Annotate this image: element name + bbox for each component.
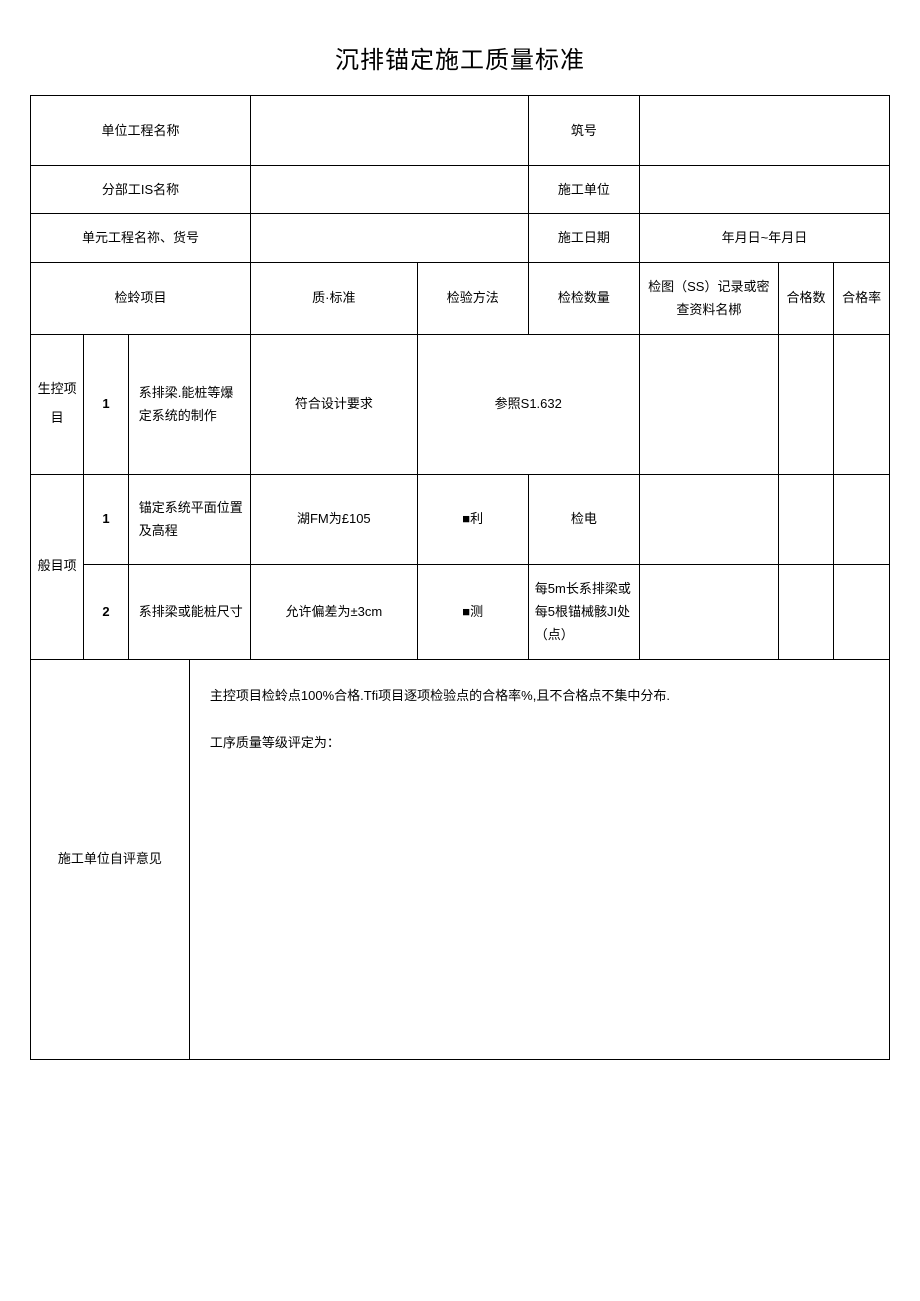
- construction-unit-value: [639, 166, 889, 214]
- s1-record: [639, 334, 778, 474]
- s2r1-num: 1: [84, 474, 128, 564]
- opinion-blank: [189, 780, 889, 1060]
- col-inspect-item: 检蛉项目: [31, 262, 251, 334]
- s1-pass-count: [778, 334, 834, 474]
- doc-title: 沉排锚定施工质量标准: [30, 40, 890, 75]
- col-pass-rate: 合格率: [834, 262, 890, 334]
- construction-date-value: 年月日~年月日: [639, 214, 889, 262]
- s2r2-record: [639, 564, 778, 659]
- s2r1-record: [639, 474, 778, 564]
- unit-project-label: 单位工程名称: [31, 96, 251, 166]
- s2r2-pass-count: [778, 564, 834, 659]
- opinion-label: 施工单位自评意见: [31, 659, 190, 1060]
- col-record: 检图（SS）记录或密查资料名梆: [639, 262, 778, 334]
- s2r2-standard: 允许偏差为±3cm: [250, 564, 417, 659]
- col-qty: 检检数量: [528, 262, 639, 334]
- construction-unit-label: 施工单位: [528, 166, 639, 214]
- construction-date-label: 施工日期: [528, 214, 639, 262]
- opinion-text: 主控项目检蛉点100%合格.Tfi项目逐项检验点的合格率%,且不合格点不集中分布…: [189, 659, 889, 780]
- col-standard: 质·标准: [250, 262, 417, 334]
- building-no-value: [639, 96, 889, 166]
- s2r2-pass-rate: [834, 564, 890, 659]
- opinion-line1: 主控项目检蛉点100%合格.Tfi项目逐项检验点的合格率%,且不合格点不集中分布…: [210, 680, 869, 713]
- section-general: 般目项: [31, 474, 84, 659]
- s1-item: 系排梁.能桩等爆定系统的制作: [128, 334, 250, 474]
- s1-standard: 符合设计要求: [250, 334, 417, 474]
- s1-num: 1: [84, 334, 128, 474]
- s2r1-pass-rate: [834, 474, 890, 564]
- s2r2-method: ■测: [417, 564, 528, 659]
- s2r2-standard-text: 允许偏差为±3cm: [285, 604, 382, 619]
- unit-name-label: 单元工程名祢、货号: [31, 214, 251, 262]
- s2r1-item: 锚定系统平面位置及高程: [128, 474, 250, 564]
- s2r1-method: ■利: [417, 474, 528, 564]
- quality-standard-table: 单位工程名称 筑号 分部工IS名称 施工单位 单元工程名祢、货号 施工日期 年月…: [30, 95, 890, 1060]
- s2r1-qty: 检电: [528, 474, 639, 564]
- s2r1-standard: 湖FM为£105: [250, 474, 417, 564]
- subdiv-label: 分部工IS名称: [31, 166, 251, 214]
- unit-project-value: [250, 96, 528, 166]
- subdiv-value: [250, 166, 528, 214]
- col-method: 检验方法: [417, 262, 528, 334]
- s2r1-pass-count: [778, 474, 834, 564]
- s2r2-num: 2: [84, 564, 128, 659]
- s2r2-item: 系排梁或能桩尺寸: [128, 564, 250, 659]
- s1-pass-rate: [834, 334, 890, 474]
- s2r2-qty: 每5m长系排梁或每5根锚械骸JI处（点）: [528, 564, 639, 659]
- col-pass-count: 合格数: [778, 262, 834, 334]
- opinion-line2: 工序质量等级评定为：: [210, 727, 869, 760]
- s1-method: 参照S1.632: [417, 334, 639, 474]
- building-no-label: 筑号: [528, 96, 639, 166]
- section-main-control: 生控项目: [31, 334, 84, 474]
- unit-name-value: [250, 214, 528, 262]
